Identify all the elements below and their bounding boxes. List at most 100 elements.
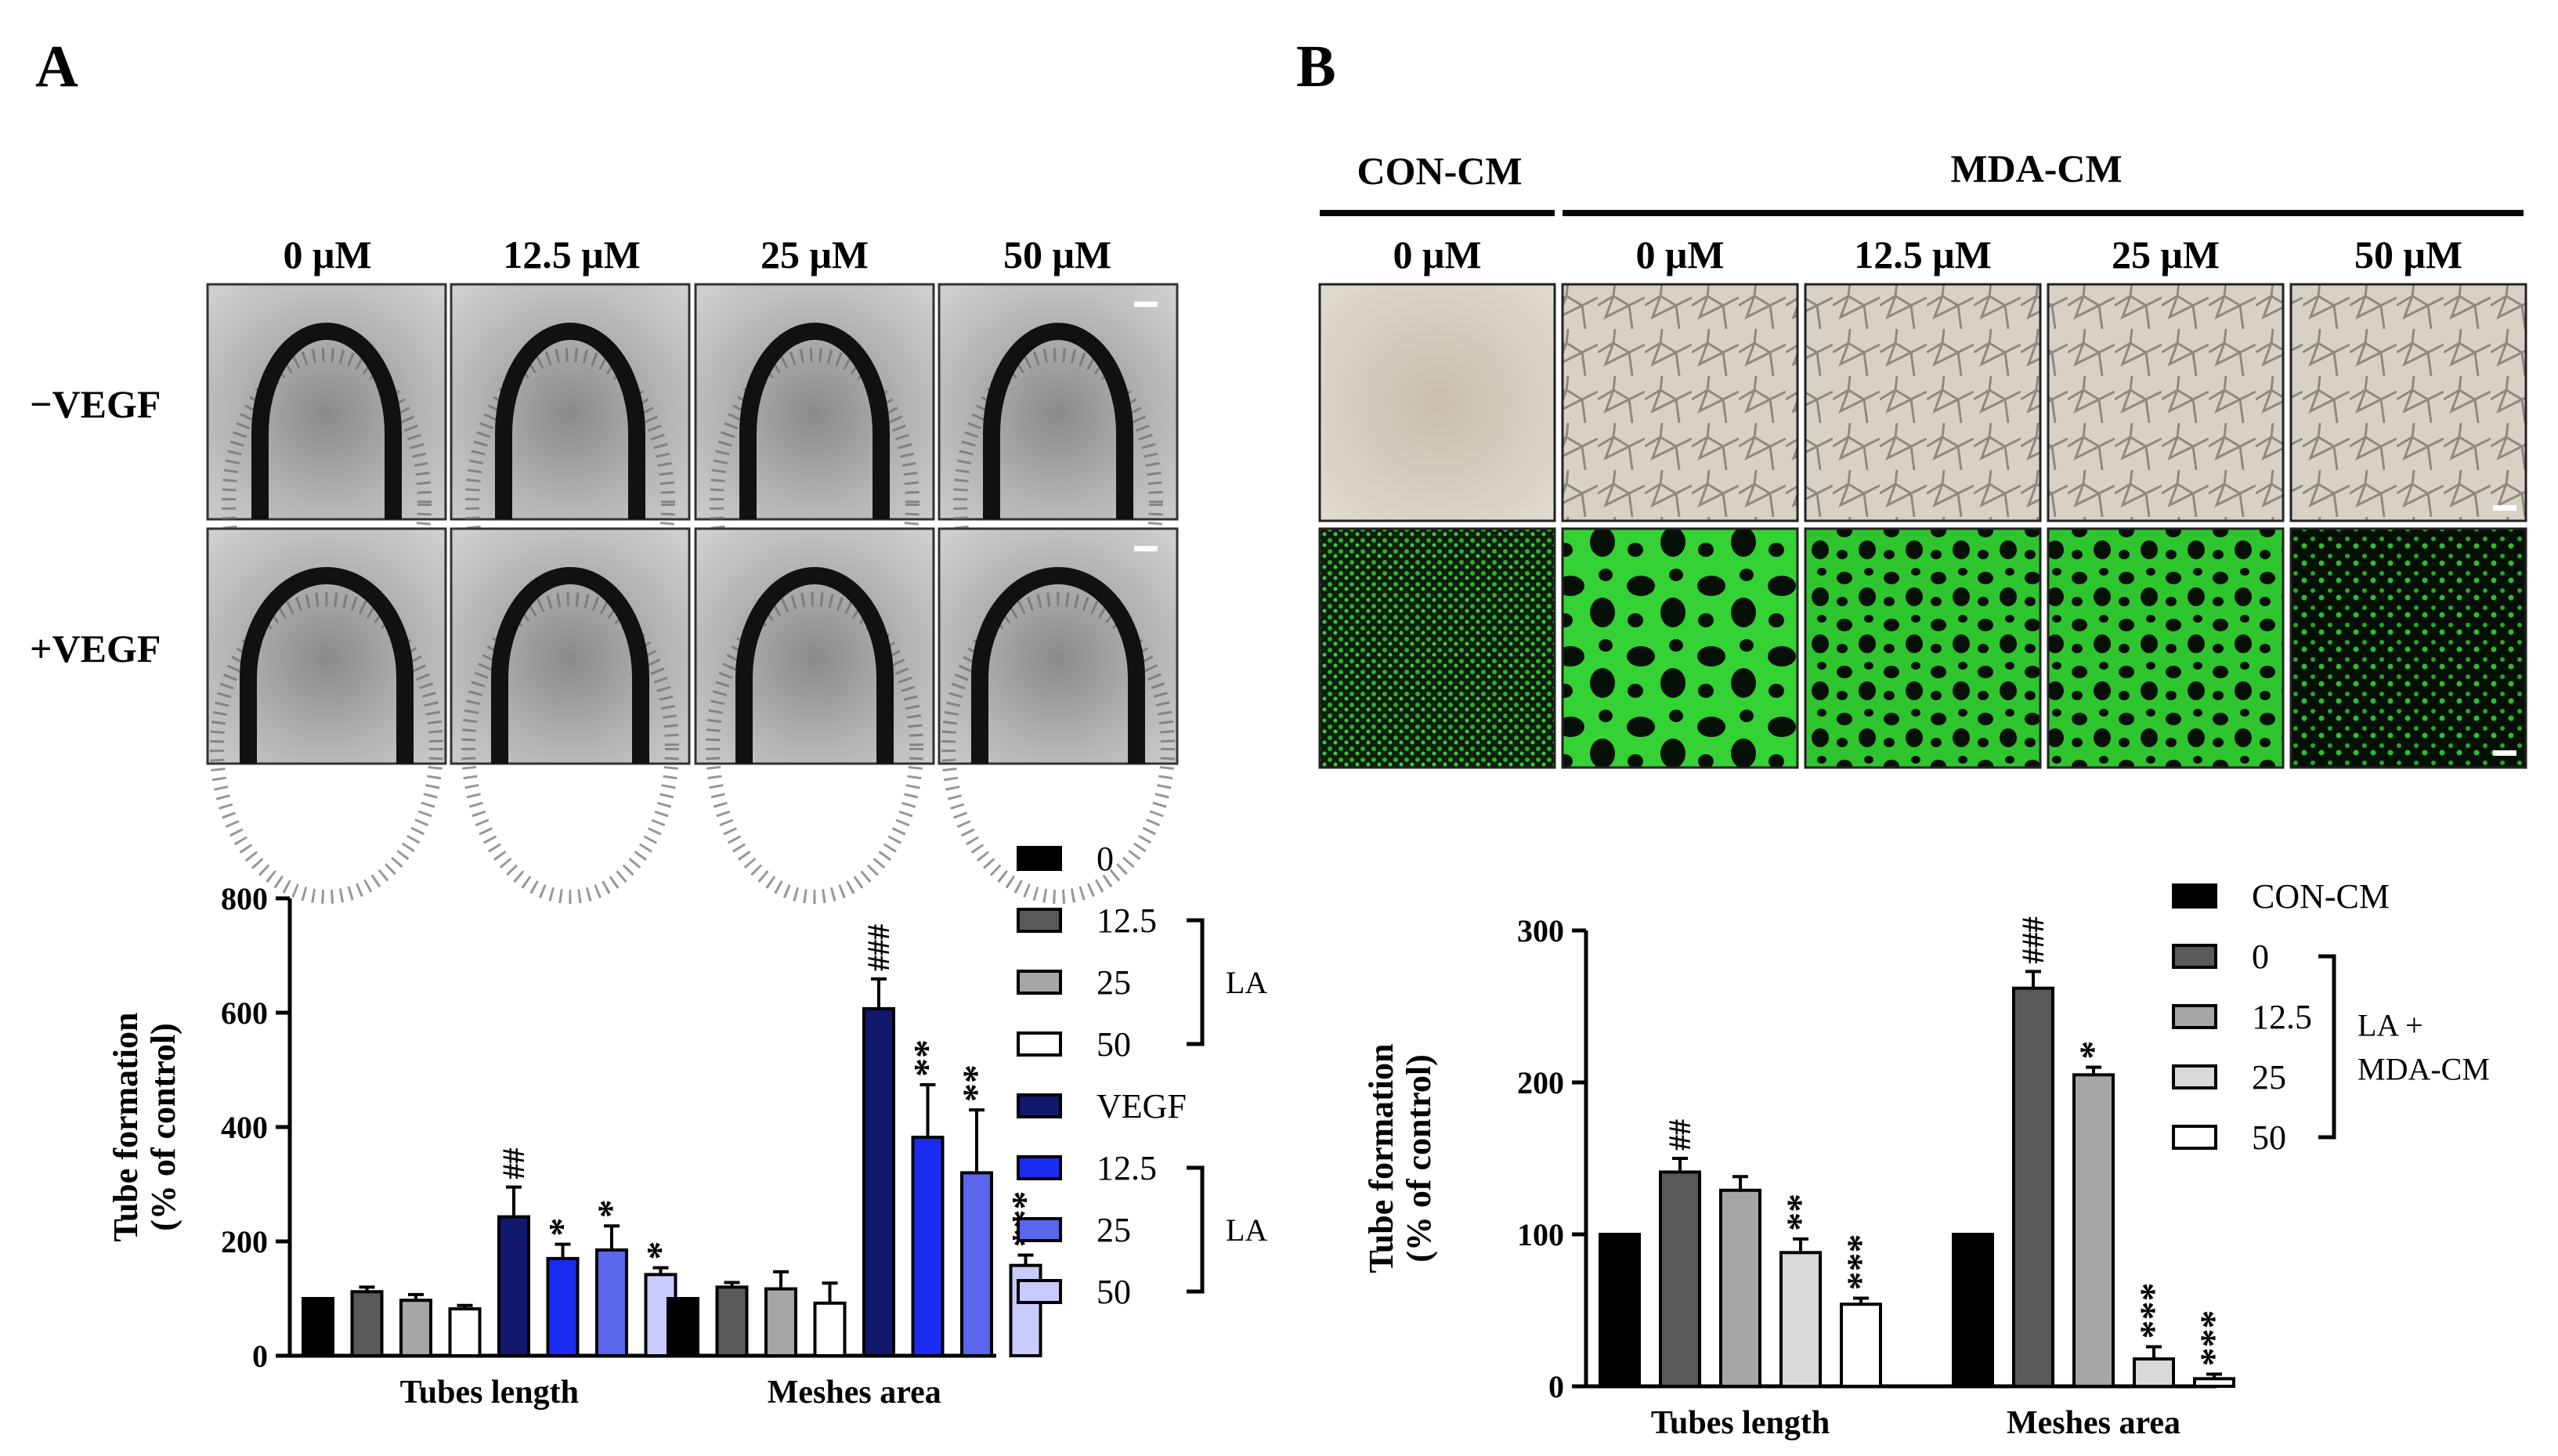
- y-axis-label: (% of control): [144, 1023, 182, 1231]
- brightfield-image: [2289, 283, 2527, 522]
- micrograph-frame: [206, 283, 447, 521]
- panel-a-letter: A: [35, 34, 78, 99]
- panel-a-row-label-plus-vegf: +VEGF: [30, 627, 161, 670]
- significance-star: *: [591, 1199, 632, 1218]
- sprout-haze: [222, 348, 432, 659]
- panel-b-micrographs: [1318, 283, 2527, 769]
- legend-label: 50: [2252, 1118, 2286, 1157]
- legend-label: 25: [1097, 963, 1131, 1002]
- legend-group-label: MDA-CM: [2357, 1052, 2490, 1087]
- aortic-ring: [491, 567, 649, 764]
- legend-label: 0: [2252, 938, 2269, 976]
- legend-label: 12.5: [2252, 998, 2312, 1036]
- sprout-haze: [706, 592, 923, 904]
- aortic-ring: [735, 567, 894, 764]
- sprout-haze: [710, 348, 920, 659]
- bar: [497, 1215, 530, 1357]
- legend-swatch: [1017, 1279, 1062, 1304]
- legend-swatch: [2172, 944, 2217, 969]
- legend-label: 25: [2252, 1058, 2286, 1097]
- bar: [764, 1287, 797, 1357]
- bar: [862, 1006, 895, 1357]
- legend-group-label: LA: [1226, 965, 1267, 1000]
- panel-b-letter: B: [1296, 34, 1336, 99]
- brightfield-image: [1561, 283, 1799, 522]
- panel-b-col-header: 0 μM: [1635, 233, 1724, 276]
- y-tick-label: 100: [1517, 1217, 1564, 1252]
- y-tick-label: 200: [221, 1224, 268, 1259]
- significance-hash: ##: [1662, 1119, 1697, 1151]
- bar: [1779, 1251, 1822, 1389]
- brightfield-image: [2047, 283, 2285, 522]
- chart-a: 0 200 400 600 800 Tube formation (% of control…: [107, 840, 1267, 1411]
- panel-a-column-headers: 0 μM 12.5 μM 25 μM 50 μM: [283, 233, 1111, 276]
- bar: [715, 1285, 749, 1358]
- legend-swatch: [2172, 1004, 2217, 1029]
- legend-label: 12.5: [1097, 1149, 1157, 1187]
- micrograph-frame: [450, 283, 691, 521]
- chart-b: 0 100 200 300 Tube formation (% of control) ##…: [1362, 877, 2490, 1441]
- panel-b-col-header: 50 μM: [2354, 233, 2462, 276]
- bar: [350, 1290, 384, 1357]
- fluorescence-image: [1561, 527, 1799, 769]
- panel-b-group-mda-cm: MDA-CM: [1950, 146, 2122, 190]
- bar: [302, 1297, 334, 1357]
- scale-bar: [2493, 505, 2516, 511]
- significance-hash: ###: [861, 924, 896, 971]
- bar: [2133, 1357, 2175, 1388]
- aortic-ring: [983, 323, 1133, 519]
- fluorescence-image: [2289, 527, 2527, 769]
- legend-label: 0: [1097, 840, 1114, 878]
- bar: [1009, 1263, 1042, 1358]
- significance-star: **: [1779, 1194, 1821, 1231]
- bar: [2012, 986, 2054, 1388]
- bar: [667, 1297, 699, 1357]
- y-tick-label: 200: [1517, 1065, 1564, 1100]
- panel-a-col-header: 0 μM: [283, 233, 371, 276]
- legend-swatch: [2172, 1125, 2217, 1150]
- y-tick-label: 0: [252, 1339, 268, 1374]
- significance-star: **: [956, 1064, 997, 1102]
- significance-star: *: [640, 1241, 681, 1260]
- panel-a-micrographs: [206, 283, 1179, 904]
- bar: [2193, 1377, 2235, 1389]
- legend-swatch: [2172, 1064, 2217, 1089]
- legend-swatch: [1017, 1217, 1062, 1242]
- y-tick-label: 600: [221, 995, 268, 1031]
- micrograph-frame: [938, 283, 1179, 521]
- x-category-label: Tubes length: [1651, 1405, 1830, 1441]
- aortic-ring: [971, 567, 1145, 764]
- y-axis-label: (% of control): [1400, 1054, 1438, 1263]
- legend-swatch: [1017, 1093, 1062, 1118]
- bar: [546, 1256, 580, 1358]
- sprout-haze: [953, 348, 1163, 659]
- micrograph-frame: [694, 527, 935, 765]
- significance-star: *: [2072, 1041, 2114, 1060]
- legend-swatch: [1017, 1155, 1062, 1180]
- legend-label: VEGF: [1097, 1087, 1187, 1125]
- legend-swatch: [2172, 883, 2217, 909]
- legend-label: 50: [1097, 1025, 1131, 1064]
- legend-bracket: [2318, 954, 2336, 1140]
- micrograph-frame: [694, 283, 935, 521]
- scale-bar: [1134, 302, 1158, 307]
- legend-swatch: [1017, 908, 1062, 933]
- x-category-label: Meshes area: [2007, 1405, 2180, 1441]
- significance-star: ***: [2193, 1310, 2235, 1366]
- legend-group-label: LA +: [2357, 1008, 2423, 1043]
- legend-swatch: [1017, 970, 1062, 995]
- panel-b-col-header: 12.5 μM: [1854, 233, 1992, 276]
- sprout-haze: [465, 348, 675, 659]
- bar: [1840, 1302, 1882, 1388]
- aortic-ring: [495, 323, 645, 519]
- significance-hash: ##: [496, 1148, 531, 1180]
- micrograph-frame: [450, 527, 691, 765]
- sprout-haze: [210, 592, 443, 904]
- legend-bracket: [1187, 1165, 1205, 1294]
- bar: [2072, 1073, 2115, 1389]
- bar: [399, 1299, 432, 1357]
- significance-star: ***: [2133, 1283, 2174, 1339]
- brightfield-image: [1804, 283, 2042, 522]
- scale-bar: [1134, 546, 1158, 551]
